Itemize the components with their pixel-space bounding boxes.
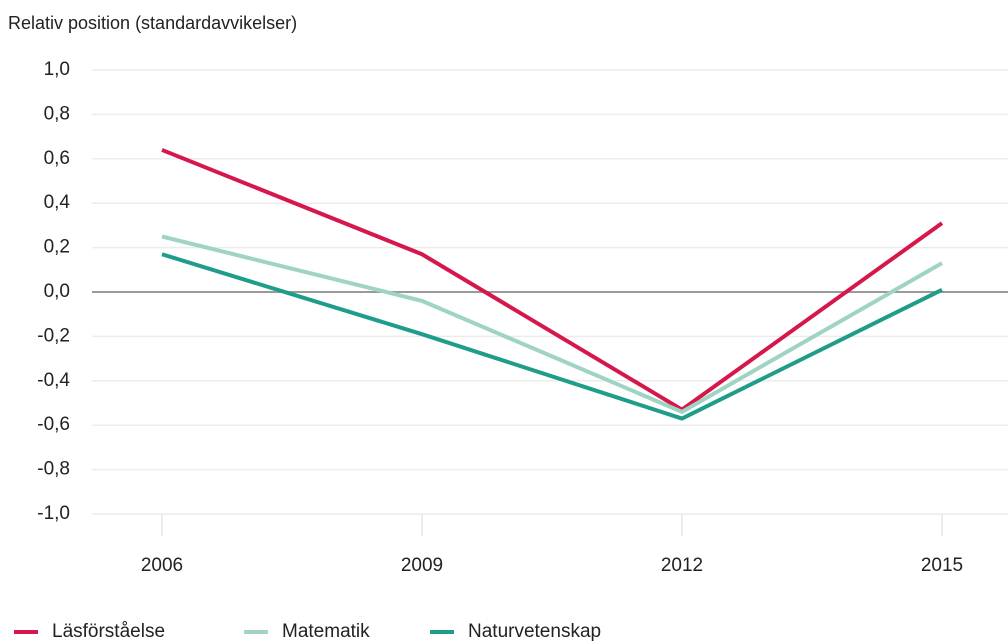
legend-label: Läsförståelse xyxy=(52,621,165,642)
chart-title: Relativ position (standardavvikelser) xyxy=(8,13,297,33)
y-tick-label: -0,2 xyxy=(37,325,70,346)
x-tick-label: 2006 xyxy=(141,555,183,576)
y-tick-label: 0,0 xyxy=(44,281,70,302)
y-tick-label: 0,6 xyxy=(44,148,70,169)
y-tick-label: -0,8 xyxy=(37,459,70,480)
y-tick-label: -0,4 xyxy=(37,370,70,391)
x-tick-label: 2009 xyxy=(401,555,443,576)
legend-label: Naturvetenskap xyxy=(468,621,601,642)
y-tick-label: -1,0 xyxy=(37,503,70,524)
x-tick-label: 2015 xyxy=(921,555,963,576)
y-tick-label: 1,0 xyxy=(44,59,70,80)
series-line xyxy=(161,234,943,414)
y-tick-label: 0,8 xyxy=(44,103,70,124)
y-tick-label: 0,2 xyxy=(44,237,70,258)
y-tick-label: 0,4 xyxy=(44,192,71,213)
series-line xyxy=(161,252,943,421)
legend-label: Matematik xyxy=(282,621,370,642)
series-line xyxy=(161,148,944,412)
y-tick-label: -0,6 xyxy=(37,414,70,435)
x-tick-label: 2012 xyxy=(661,555,703,576)
